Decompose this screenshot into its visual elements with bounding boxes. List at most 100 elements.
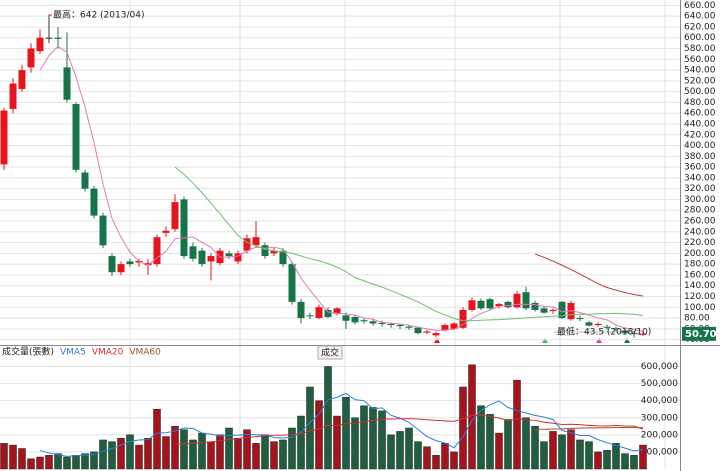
candle-body xyxy=(225,253,233,257)
legend-entry: VMA20 xyxy=(92,348,124,358)
y-tick-label: 560.00 xyxy=(684,55,716,65)
y-tick-label: 340.00 xyxy=(684,173,716,183)
candle-body xyxy=(360,320,368,322)
y-tick-label: 200.00 xyxy=(684,249,716,259)
volume-bar xyxy=(324,366,332,470)
candle-body xyxy=(405,326,413,328)
volume-bar xyxy=(378,410,386,470)
volume-bar xyxy=(54,453,62,470)
y-tick-label: 300.00 xyxy=(684,195,716,205)
volume-bar xyxy=(117,438,125,470)
volume-bar xyxy=(414,441,422,470)
volume-bar xyxy=(369,407,377,470)
y-tick-label: 440.00 xyxy=(684,119,716,129)
volume-button[interactable] xyxy=(317,345,343,360)
volume-bar xyxy=(297,415,305,470)
volume-bar xyxy=(432,455,440,470)
candle-body xyxy=(333,308,341,314)
volume-bar xyxy=(135,444,143,470)
volume-bar xyxy=(459,386,467,470)
volume-bar xyxy=(252,443,260,470)
candle-body xyxy=(639,333,647,335)
candle-body xyxy=(207,256,215,262)
y-tick-label: 660.00 xyxy=(684,1,716,11)
volume-bar xyxy=(558,434,566,470)
volume-bar xyxy=(405,427,413,470)
y-tick-label: 400.00 xyxy=(684,141,716,151)
volume-bar xyxy=(531,426,539,470)
volume-bar xyxy=(549,431,557,470)
volume-bar xyxy=(486,414,494,470)
candle-body xyxy=(522,292,530,309)
low-pointer xyxy=(554,331,635,338)
volume-bar xyxy=(333,415,341,470)
last-price-box xyxy=(682,326,716,341)
y-tick-label: 400,000 xyxy=(641,396,678,406)
candle-body xyxy=(126,261,134,265)
volume-bar xyxy=(621,453,629,470)
volume-bar xyxy=(585,441,593,470)
y-tick-label: 640.00 xyxy=(684,12,716,22)
candle-body xyxy=(234,253,242,262)
y-tick-label: 580.00 xyxy=(684,44,716,54)
y-tick-label: 220.00 xyxy=(684,238,716,248)
volume-bar xyxy=(153,408,161,470)
volume-bar xyxy=(306,386,314,470)
volume-bar xyxy=(207,441,215,470)
candle-body xyxy=(585,322,593,326)
moving-average-line xyxy=(39,45,644,332)
candle-body xyxy=(603,326,611,328)
candle-body xyxy=(9,83,17,109)
candle-body xyxy=(189,246,197,259)
volume-bar xyxy=(108,441,116,470)
volume-bar xyxy=(540,441,548,470)
y-tick-label: 280.00 xyxy=(684,206,716,216)
candle-body xyxy=(504,301,512,308)
volume-bar xyxy=(594,451,602,470)
volume-bar xyxy=(288,427,296,470)
legend-entry: VMA5 xyxy=(60,348,86,358)
candle-body xyxy=(396,325,404,327)
candle-body xyxy=(99,215,107,246)
vertical-grid xyxy=(129,0,666,469)
candle-body xyxy=(297,301,305,319)
y-tick-label: 540.00 xyxy=(684,66,716,76)
y-tick-label: 600,000 xyxy=(641,362,678,372)
volume-bar xyxy=(396,431,404,470)
candle-body xyxy=(171,202,179,230)
moving-average-line xyxy=(174,166,644,322)
y-tick-label: 480.00 xyxy=(684,98,716,108)
volume-bar xyxy=(216,434,224,470)
volume-bar xyxy=(270,441,278,470)
volume-average-line xyxy=(534,427,644,430)
volume-bar xyxy=(495,432,503,470)
volume-bar xyxy=(639,444,647,470)
volume-bar xyxy=(441,443,449,470)
candle-body xyxy=(198,250,206,265)
high-annotation: 最高：642 (2013/04) xyxy=(53,9,144,21)
volume-bar xyxy=(279,439,287,470)
candle-body xyxy=(27,48,35,68)
candle-body xyxy=(90,188,98,216)
volume-bar xyxy=(567,429,575,470)
volume-bar xyxy=(72,455,80,470)
volume-button-label[interactable]: 成交 xyxy=(321,347,339,359)
candle-body xyxy=(549,309,557,312)
y-tick-label: 300,000 xyxy=(641,413,678,423)
candle-body xyxy=(108,256,116,273)
candle-body xyxy=(36,37,44,52)
volume-average-line xyxy=(39,392,644,457)
candle-body xyxy=(342,315,350,321)
candle-body xyxy=(63,67,71,100)
volume-title: 成交量(張數) xyxy=(2,346,54,358)
y-tick-label: 380.00 xyxy=(684,152,716,162)
candle-body xyxy=(432,333,440,336)
volume-bar xyxy=(513,379,521,470)
candle-body xyxy=(495,304,503,307)
y-tick-label: 100,000 xyxy=(641,447,678,457)
candle-body xyxy=(45,37,53,39)
y-tick-label: 620.00 xyxy=(684,22,716,32)
y-tick-label: 600.00 xyxy=(684,33,716,43)
candle-body xyxy=(612,328,620,330)
candle-body xyxy=(414,327,422,334)
